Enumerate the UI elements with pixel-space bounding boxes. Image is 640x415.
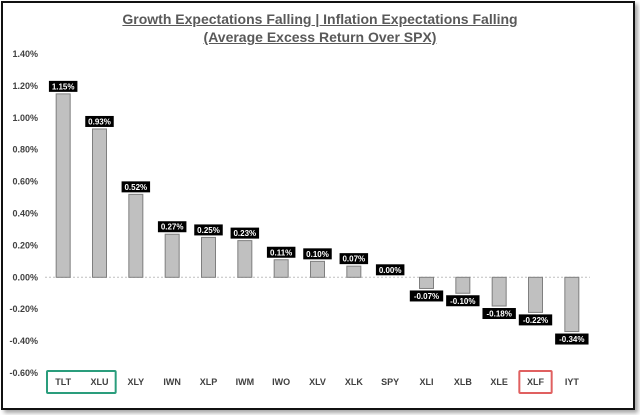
data-label: 0.52% xyxy=(124,183,147,192)
data-label-bg xyxy=(266,246,296,258)
bar xyxy=(273,259,289,278)
data-label: -0.10% xyxy=(450,297,475,306)
bar xyxy=(564,276,580,333)
data-label: 0.10% xyxy=(306,250,329,259)
data-label: 0.07% xyxy=(342,255,365,264)
y-tick-label: 1.40% xyxy=(12,49,38,59)
data-label: 0.93% xyxy=(88,117,111,126)
data-label-bg xyxy=(230,227,260,239)
data-label-bg xyxy=(446,295,480,307)
y-tick-label: -0.20% xyxy=(9,304,38,314)
data-label: 0.11% xyxy=(270,248,292,257)
y-tick-label: 0.20% xyxy=(12,240,38,250)
bar xyxy=(455,276,471,294)
category-highlight-box xyxy=(518,370,553,394)
data-label-bg xyxy=(482,308,516,320)
y-tick-label: 0.40% xyxy=(12,209,38,219)
category-label: XLK xyxy=(345,377,364,387)
data-label: 0.23% xyxy=(233,229,256,238)
category-label: XLE xyxy=(490,377,508,387)
y-tick-label: -0.40% xyxy=(9,336,38,346)
category-label: XLU xyxy=(91,377,109,387)
bar xyxy=(201,236,216,278)
data-label: -0.34% xyxy=(559,335,584,344)
bar xyxy=(55,93,71,278)
category-label: XLV xyxy=(309,377,326,387)
y-tick-label: 1.20% xyxy=(12,81,38,91)
y-tick-label: -0.60% xyxy=(9,368,38,378)
category-label: SPY xyxy=(381,377,399,387)
chart-title: Growth Expectations Falling | Inflation … xyxy=(122,11,518,27)
data-label-bg xyxy=(303,248,332,260)
category-label: TLT xyxy=(55,377,71,387)
data-label: 0.25% xyxy=(197,226,220,235)
data-label-bg xyxy=(48,80,78,92)
data-label-bg xyxy=(194,224,223,236)
category-label: IYT xyxy=(565,377,580,387)
bar xyxy=(310,260,325,278)
y-tick-label: 0.00% xyxy=(12,272,38,282)
data-label-bg xyxy=(339,253,369,265)
bar xyxy=(491,276,507,307)
data-label-bg xyxy=(409,290,444,302)
category-label: IWN xyxy=(163,377,181,387)
data-label-bg xyxy=(375,264,405,276)
bar xyxy=(419,276,434,289)
data-label: -0.18% xyxy=(486,310,511,319)
data-label-bg xyxy=(157,221,187,233)
data-label: -0.22% xyxy=(523,316,548,325)
category-label: IWM xyxy=(236,377,255,387)
category-label: XLY xyxy=(127,377,144,387)
category-label: IWO xyxy=(272,377,290,387)
bar xyxy=(528,276,543,313)
y-tick-label: 0.80% xyxy=(12,145,38,155)
category-label: XLF xyxy=(527,377,545,387)
data-label: 1.15% xyxy=(52,82,75,91)
category-label: XLP xyxy=(200,377,218,387)
bar xyxy=(346,265,362,278)
data-label: -0.07% xyxy=(414,292,439,301)
data-label-bg xyxy=(518,314,553,326)
y-tick-label: 0.60% xyxy=(12,177,38,187)
data-label-bg xyxy=(555,333,589,345)
data-label-bg xyxy=(121,181,151,193)
category-label: XLI xyxy=(419,377,433,387)
bar xyxy=(164,233,180,278)
data-label-bg xyxy=(85,115,114,127)
bar xyxy=(128,193,144,278)
data-label: 0.00% xyxy=(379,266,402,275)
chart-subtitle: (Average Excess Return Over SPX) xyxy=(203,29,437,45)
bar xyxy=(237,240,253,278)
chart-title-block: Growth Expectations Falling | Inflation … xyxy=(0,10,640,46)
y-tick-label: 1.00% xyxy=(12,113,38,123)
category-highlight-box xyxy=(46,370,117,394)
bar xyxy=(92,128,107,278)
category-label: XLB xyxy=(454,377,473,387)
data-label: 0.27% xyxy=(161,223,184,232)
